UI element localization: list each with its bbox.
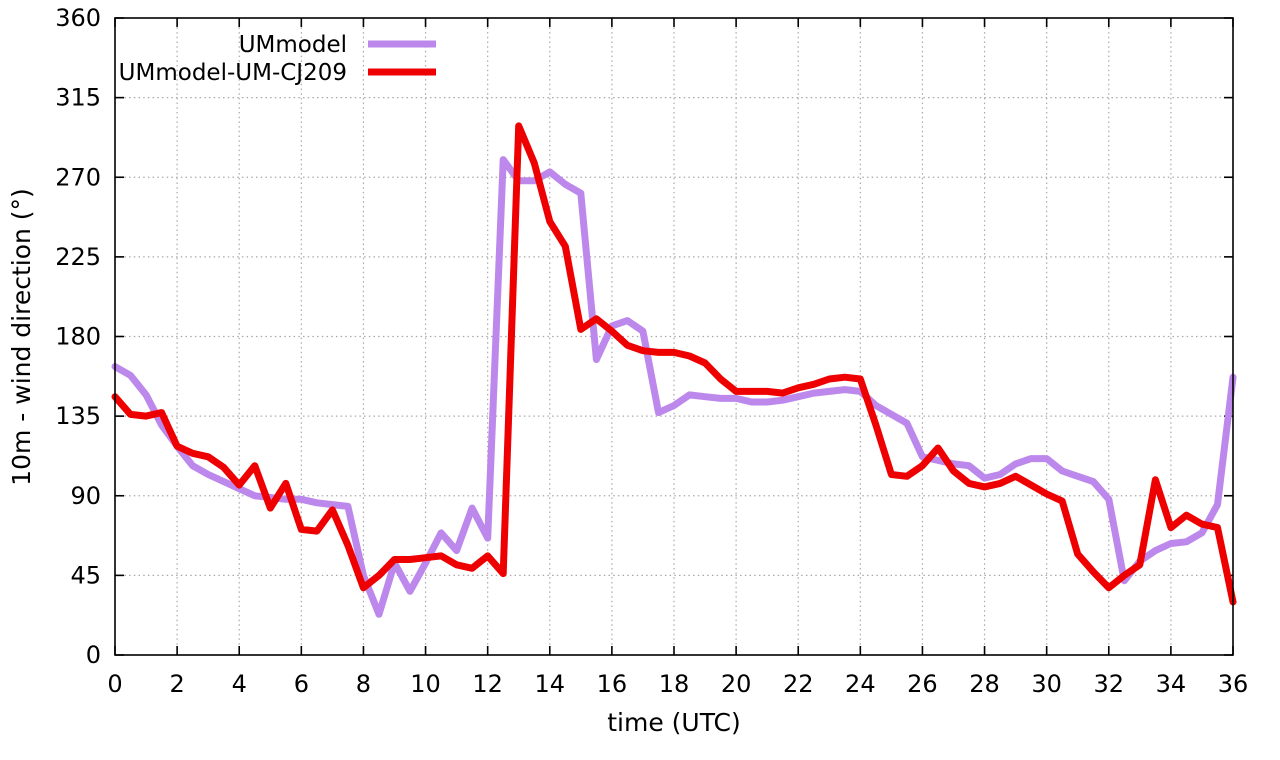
y-tick-label: 360 (55, 4, 101, 32)
y-tick-label: 90 (70, 482, 101, 510)
x-tick-label: 32 (1094, 670, 1125, 698)
x-tick-label: 36 (1218, 670, 1249, 698)
y-axis-label: 10m - wind direction (°) (7, 188, 36, 486)
x-tick-label: 2 (169, 670, 184, 698)
x-tick-label: 10 (410, 670, 441, 698)
x-tick-label: 30 (1031, 670, 1062, 698)
series-line-ummodel (111, 156, 1237, 618)
x-tick-label: 26 (907, 670, 938, 698)
y-tick-label: 0 (86, 641, 101, 669)
y-tick-label: 225 (55, 243, 101, 271)
y-tick-label: 270 (55, 163, 101, 191)
x-tick-label: 22 (783, 670, 814, 698)
x-tick-label: 24 (845, 670, 876, 698)
series-line-ummodel-um-cj209 (111, 122, 1237, 606)
legend: UMmodel UMmodel-UM-CJ209 (119, 32, 436, 86)
legend-label-ummodel: UMmodel (239, 32, 347, 58)
legend-label-ummodel-um-cj209: UMmodel-UM-CJ209 (119, 60, 347, 86)
y-tick-label: 135 (55, 402, 101, 430)
x-tick-label: 20 (721, 670, 752, 698)
x-tick-label: 6 (294, 670, 309, 698)
y-tick-label: 45 (70, 561, 101, 589)
x-tick-label: 14 (535, 670, 566, 698)
x-tick-label: 0 (107, 670, 122, 698)
x-tick-label: 28 (969, 670, 1000, 698)
plot-border (114, 17, 1234, 656)
x-axis-label: time (UTC) (607, 708, 741, 737)
x-tick-label: 18 (659, 670, 690, 698)
y-tick-label: 180 (55, 323, 101, 351)
x-tick-label: 8 (356, 670, 371, 698)
y-tick-label: 315 (55, 84, 101, 112)
x-tick-label: 4 (232, 670, 247, 698)
x-tick-label: 12 (472, 670, 503, 698)
x-tick-label: 34 (1156, 670, 1187, 698)
x-tick-label: 16 (597, 670, 628, 698)
